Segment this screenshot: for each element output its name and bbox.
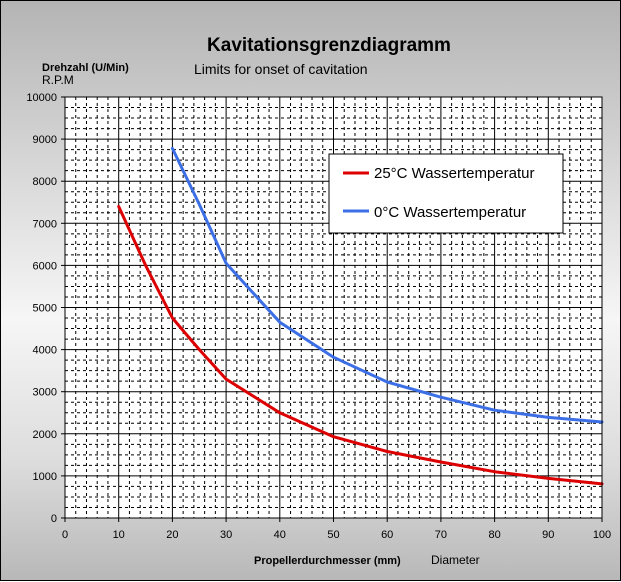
y-tick-label: 5000 xyxy=(33,303,57,315)
legend-box xyxy=(328,153,564,234)
y-tick-label: 2000 xyxy=(33,429,57,441)
x-tick-label: 40 xyxy=(274,529,286,541)
series-lines xyxy=(117,146,604,486)
x-tick-label: 10 xyxy=(113,529,125,541)
y-tick-label: 4000 xyxy=(33,345,57,357)
x-tick-label: 70 xyxy=(435,529,447,541)
y-tick-label: 8000 xyxy=(33,176,57,188)
y-tick-label: 3000 xyxy=(33,387,57,399)
chart-title: Kavitationsgrenzdiagramm xyxy=(207,35,451,56)
x-tick-label: 80 xyxy=(488,529,500,541)
x-tick-label: 90 xyxy=(542,529,554,541)
y-tick-label: 9000 xyxy=(33,134,57,146)
y-axis-label: Drehzahl (U/Min) xyxy=(42,62,129,74)
y-tick-label: 1000 xyxy=(33,471,57,483)
series-line-0c xyxy=(170,146,604,424)
tick-labels: 0100020003000400050006000700080009000100… xyxy=(26,92,611,541)
legend-label-25c: 25°C Wassertemperatur xyxy=(374,165,535,182)
x-tick-label: 30 xyxy=(220,529,232,541)
legend-label-0c: 0°C Wassertemperatur xyxy=(374,204,526,221)
x-tick-label: 60 xyxy=(381,529,393,541)
y-tick-label: 0 xyxy=(51,513,57,525)
x-tick-label: 100 xyxy=(593,529,611,541)
y-tick-label: 7000 xyxy=(33,218,57,230)
y-tick-label: 6000 xyxy=(33,260,57,272)
y-tick-label: 10000 xyxy=(26,92,57,104)
legend: 25°C Wassertemperatur 0°C Wassertemperat… xyxy=(328,153,564,234)
chart-subtitle: Limits for onset of cavitation xyxy=(194,61,368,77)
x-tick-label: 0 xyxy=(62,529,68,541)
y-axis-label-secondary: R.P.M xyxy=(42,73,74,87)
x-tick-label: 20 xyxy=(166,529,178,541)
x-axis-label-secondary: Diameter xyxy=(431,553,480,567)
series-line-25c xyxy=(117,205,604,486)
x-axis-label: Propellerdurchmesser (mm) xyxy=(254,555,401,567)
x-tick-label: 50 xyxy=(327,529,339,541)
